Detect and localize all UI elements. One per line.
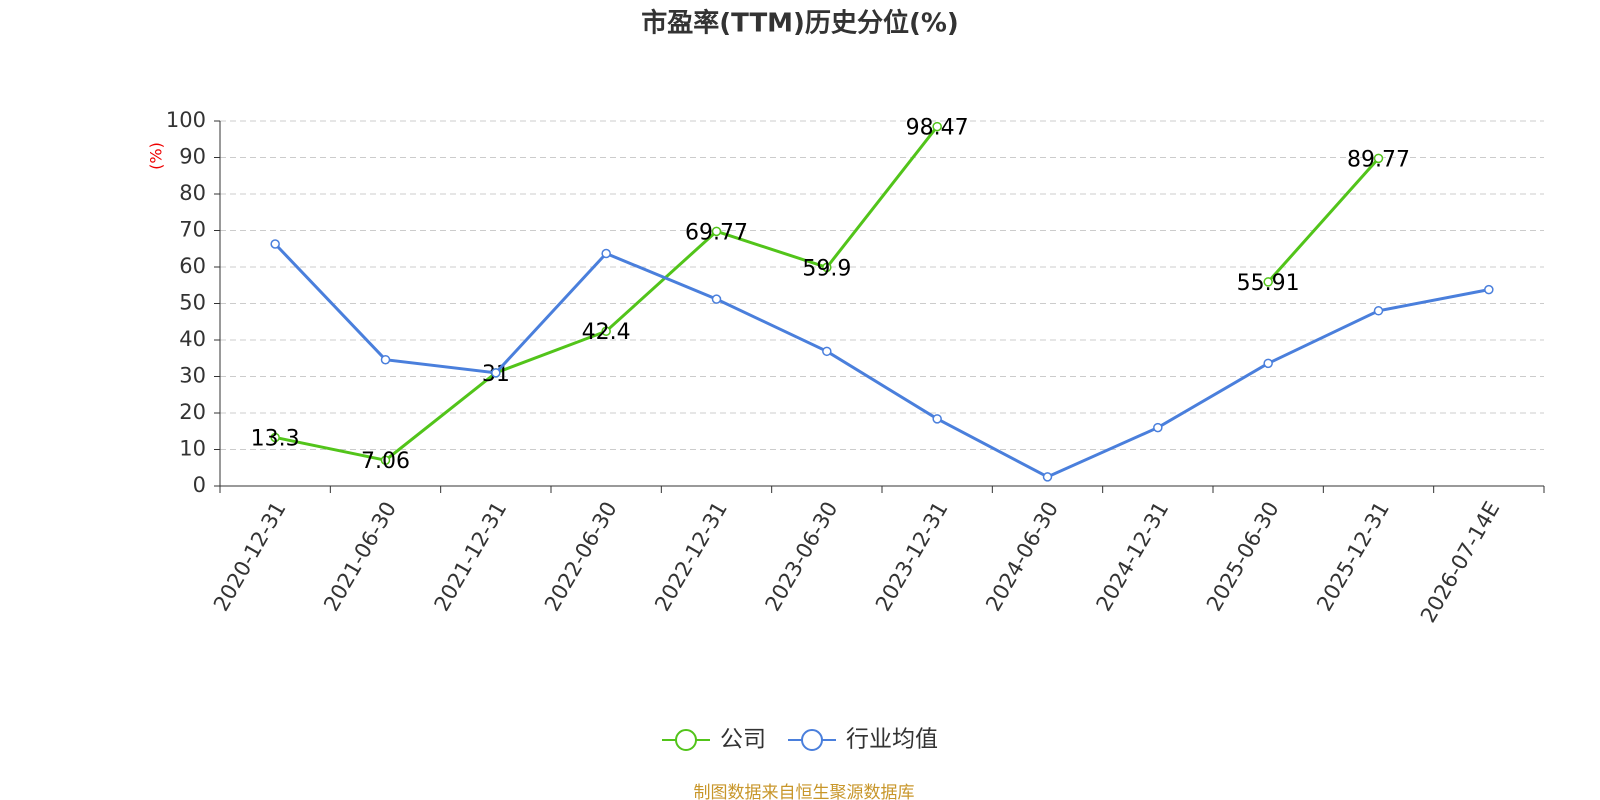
chart-title: 市盈率(TTM)历史分位(%): [641, 8, 959, 39]
y-tick-label: 30: [179, 364, 206, 388]
y-tick-label: 0: [193, 473, 206, 497]
data-point: [822, 262, 832, 273]
legend-item[interactable]: 行业均值: [788, 727, 938, 753]
data-point: [380, 455, 391, 465]
data-point: [711, 294, 722, 304]
series-line: [274, 125, 1380, 462]
data-point: [1263, 277, 1273, 287]
data-label: 55.91: [1237, 271, 1300, 296]
data-point: [270, 432, 280, 443]
x-tick-label: 2024-12-31: [1092, 498, 1174, 616]
data-label: 69.77: [685, 220, 748, 245]
data-point: [380, 354, 391, 365]
x-tick-label: 2020-12-31: [209, 498, 291, 616]
data-label: 59.9: [802, 256, 851, 281]
data-point: [270, 239, 280, 249]
x-tick-label: 2024-06-30: [981, 498, 1063, 616]
legend-item[interactable]: 公司: [662, 727, 766, 753]
x-tick-label: 2023-12-31: [871, 498, 953, 616]
y-tick-label: 80: [179, 181, 206, 205]
legend-label: 行业均值: [846, 727, 938, 753]
y-tick-label: 10: [179, 437, 206, 461]
data-point: [822, 346, 832, 357]
x-tick-label: 2021-12-31: [430, 498, 512, 616]
data-point: [1484, 284, 1494, 295]
y-tick-label: 20: [179, 400, 206, 424]
series-line: [274, 242, 1490, 479]
data-label: 98.47: [906, 116, 969, 141]
data-point: [1042, 472, 1053, 482]
y-tick-label: 90: [179, 145, 206, 169]
legend-marker: [675, 729, 697, 751]
data-point: [601, 248, 611, 259]
y-tick-label: 60: [179, 254, 206, 278]
data-point: [601, 326, 611, 336]
x-tick-label: 2022-06-30: [540, 498, 622, 616]
y-tick-label: 100: [166, 108, 206, 132]
data-point: [1263, 358, 1273, 369]
y-tick-label: 40: [179, 327, 206, 351]
data-point: [711, 226, 722, 237]
data-label: 13.3: [251, 426, 300, 451]
legend-marker: [801, 729, 823, 751]
data-point: [1373, 153, 1384, 164]
data-point: [932, 414, 942, 424]
legend-label: 公司: [720, 727, 766, 753]
y-axis-label: (%): [147, 142, 166, 170]
data-point: [491, 368, 501, 378]
data-label: 42.4: [582, 320, 631, 345]
source-note: 制图数据来自恒生聚源数据库: [694, 783, 915, 800]
data-point: [1373, 306, 1384, 316]
x-tick-label: 2025-06-30: [1202, 498, 1284, 616]
data-label: 7.06: [361, 449, 410, 474]
data-point: [932, 121, 942, 132]
x-tick-label: 2026-07-14E: [1416, 498, 1504, 627]
x-tick-label: 2021-06-30: [319, 498, 401, 616]
y-tick-label: 50: [179, 291, 206, 315]
x-tick-label: 2023-06-30: [761, 498, 843, 616]
data-point: [1153, 422, 1163, 433]
x-tick-label: 2022-12-31: [650, 498, 732, 616]
x-tick-label: 2025-12-31: [1312, 498, 1394, 616]
data-label: 89.77: [1347, 147, 1410, 172]
y-tick-label: 70: [179, 218, 206, 242]
